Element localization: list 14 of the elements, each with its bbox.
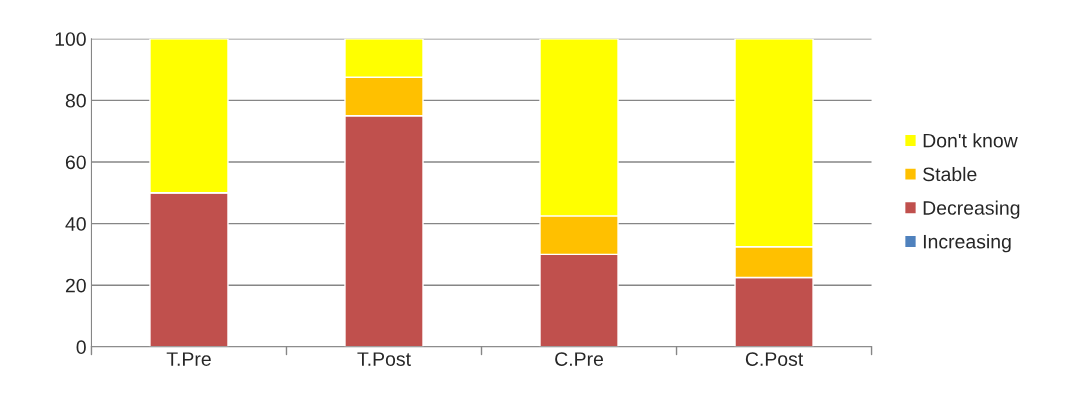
y-tick-label: 80 [65,93,86,108]
x-tick-label: C.Post [745,352,804,366]
y-tick-label: 60 [65,155,86,170]
legend-label: Decreasing [923,200,1020,219]
y-tick-label: 40 [65,217,86,231]
y-tick-label: 0 [76,340,86,355]
legend-label: Increasing [923,234,1011,253]
x-tick-label: T.Post [357,352,411,366]
x-tick-label: C.Pre [555,352,604,366]
legend-label: Stable [923,166,977,182]
legend-label: Don't know [923,133,1018,148]
y-tick-label: 20 [65,278,86,293]
y-tick-label: 100 [55,32,86,46]
x-tick-label: T.Pre [166,352,211,366]
